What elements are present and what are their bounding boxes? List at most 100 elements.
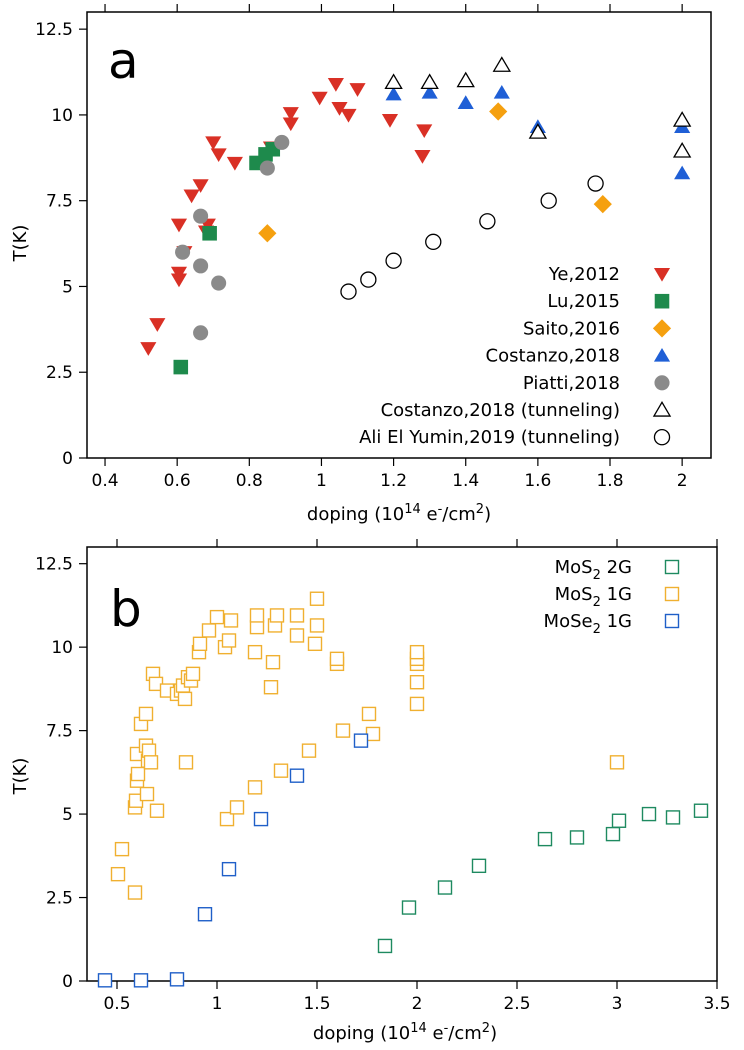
data-point	[672, 142, 692, 158]
legend-marker	[664, 559, 680, 575]
data-point	[110, 866, 126, 882]
data-point	[193, 325, 209, 341]
y-tick-label: 7.5	[46, 722, 73, 742]
data-point	[329, 651, 345, 667]
data-point	[282, 107, 299, 121]
data-point	[289, 628, 305, 643]
data-point	[327, 78, 344, 92]
x-tick-label: 1.6	[524, 471, 551, 491]
data-point	[409, 675, 425, 690]
legend-marker	[653, 347, 671, 362]
panel-b-x-label: doping (1014 e-/cm2)	[313, 1021, 497, 1044]
data-point	[611, 813, 627, 828]
x-tick-label: 0.4	[92, 471, 119, 491]
data-point	[226, 156, 243, 171]
data-point	[202, 226, 217, 241]
data-point	[130, 766, 146, 782]
legend-marker	[652, 401, 672, 417]
data-point	[192, 636, 208, 652]
data-point	[377, 938, 393, 954]
x-tick-label: 1.8	[596, 471, 623, 491]
y-tick-label: 0	[62, 972, 73, 992]
y-tick-label: 7.5	[46, 192, 73, 212]
legend-marker	[664, 613, 680, 629]
data-point	[456, 71, 475, 88]
x-tick-label: 2.5	[503, 994, 530, 1014]
y-tick-label: 2.5	[46, 363, 73, 383]
data-point	[493, 84, 510, 99]
data-point	[175, 244, 191, 260]
y-tick-label: 5	[62, 805, 73, 825]
data-point	[138, 706, 154, 722]
data-point	[353, 733, 369, 748]
data-point	[178, 755, 194, 770]
data-point	[540, 192, 557, 209]
data-point	[593, 195, 612, 214]
data-point	[149, 803, 165, 818]
data-point	[197, 907, 213, 922]
panel-a-x-label: doping (1014 e-/cm2)	[307, 502, 491, 525]
data-point	[139, 786, 155, 802]
legend-label: Piatti,2018	[523, 373, 620, 394]
x-tick-label: 1.4	[452, 471, 479, 491]
data-point	[249, 608, 265, 623]
data-point	[672, 111, 692, 127]
panel-a-frame	[86, 11, 712, 459]
data-point	[381, 114, 399, 128]
data-point	[221, 861, 237, 877]
legend-marker	[654, 375, 670, 391]
data-point	[274, 134, 290, 150]
data-point	[331, 102, 348, 116]
data-point	[421, 84, 438, 99]
panel-b-axes: 0.5 1 1.5 2 2.5 3 3.5 0 2.5 5 7.5 10 12.5	[35, 539, 731, 1014]
x-tick-label: 3	[612, 994, 623, 1014]
data-point	[605, 826, 621, 842]
data-point	[311, 91, 328, 106]
legend-marker	[664, 586, 680, 602]
data-point	[693, 803, 709, 818]
data-point	[385, 252, 402, 269]
data-point	[537, 831, 553, 847]
data-point	[309, 591, 325, 606]
legend-label: MoS2 2G	[555, 557, 632, 583]
data-point	[289, 768, 305, 783]
data-point	[409, 696, 425, 712]
data-point	[340, 108, 357, 123]
data-point	[247, 780, 263, 795]
data-point	[133, 973, 149, 988]
legend-label: Ali El Yumin,2019 (tunneling)	[359, 427, 620, 448]
data-point	[674, 165, 691, 180]
data-point	[169, 972, 185, 987]
data-point	[97, 973, 113, 988]
data-point	[587, 175, 604, 192]
x-tick-label: 0.8	[236, 471, 263, 491]
data-point	[307, 636, 323, 652]
x-tick-label: 1	[212, 994, 223, 1014]
data-point	[259, 160, 275, 176]
legend-label: Saito,2016	[523, 318, 620, 339]
data-point	[471, 858, 487, 874]
data-point	[211, 275, 227, 291]
data-point	[177, 691, 193, 707]
data-point	[114, 841, 130, 857]
panel-a-letter: a	[108, 32, 139, 90]
data-point	[253, 811, 269, 827]
data-point	[289, 608, 305, 623]
data-point	[409, 644, 425, 660]
panel-a-points	[140, 56, 692, 375]
data-point	[385, 86, 402, 101]
legend-label: Lu,2015	[547, 291, 620, 312]
data-point	[282, 117, 299, 132]
data-point	[335, 723, 351, 738]
panel-b-y-label: T(K)	[10, 758, 31, 796]
data-point	[665, 810, 681, 825]
x-tick-label: 1.5	[303, 994, 330, 1014]
data-point	[258, 224, 277, 243]
data-point	[340, 283, 357, 300]
data-point	[479, 213, 496, 230]
legend-marker	[654, 293, 670, 309]
y-tick-label: 12.5	[35, 555, 73, 575]
panel-b-points	[97, 591, 709, 988]
x-tick-label: 0.6	[164, 471, 191, 491]
